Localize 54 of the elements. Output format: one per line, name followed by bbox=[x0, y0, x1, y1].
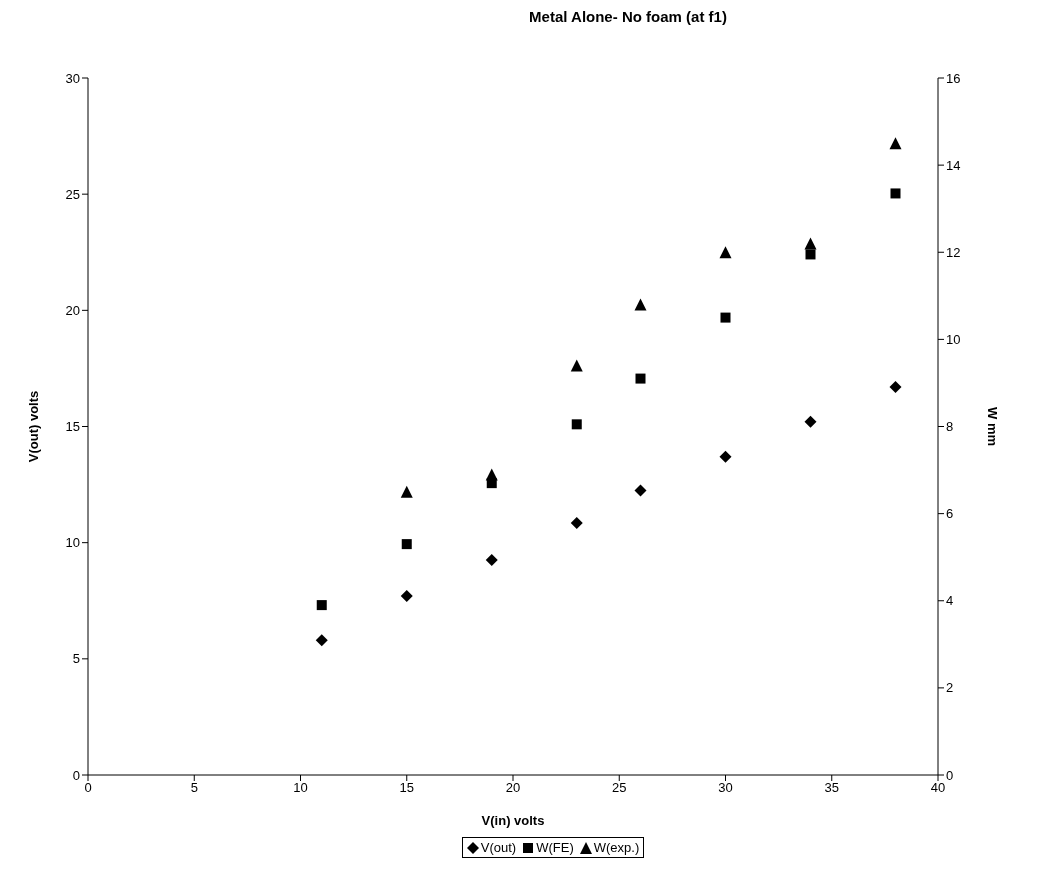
y-tick-label: 10 bbox=[65, 535, 80, 551]
point bbox=[890, 188, 901, 199]
y2-tick-label: 16 bbox=[946, 70, 961, 86]
point bbox=[889, 137, 902, 150]
point bbox=[485, 554, 498, 567]
x-tick-label: 40 bbox=[930, 780, 946, 796]
y2-tick-label: 4 bbox=[946, 593, 954, 609]
x-tick-label: 5 bbox=[190, 780, 198, 796]
x-tick-label: 35 bbox=[824, 780, 839, 796]
point bbox=[719, 450, 732, 463]
x-tick-label: 15 bbox=[399, 780, 414, 796]
y2-tick-label: 8 bbox=[946, 419, 954, 435]
y2-tick-label: 6 bbox=[946, 506, 954, 522]
point bbox=[889, 381, 902, 393]
legend-label: W(FE) bbox=[536, 840, 574, 855]
point bbox=[485, 468, 498, 481]
x-tick-label: 0 bbox=[84, 780, 92, 796]
point bbox=[401, 539, 412, 550]
chart-title: Metal Alone- No foam (at f1) bbox=[528, 8, 728, 27]
point bbox=[719, 246, 732, 259]
y2-axis-title: W mm bbox=[985, 407, 1001, 446]
legend-label: W(exp.) bbox=[593, 840, 640, 855]
x-tick-label: 30 bbox=[718, 780, 733, 796]
x-tick-label: 20 bbox=[505, 780, 521, 796]
y2-tick-label: 2 bbox=[946, 680, 954, 696]
y-axis-title: V(out) volts bbox=[25, 390, 41, 463]
y-tick-label: 0 bbox=[72, 767, 80, 783]
y-tick-label: 30 bbox=[65, 70, 80, 86]
point bbox=[400, 485, 413, 498]
point bbox=[804, 237, 817, 250]
point bbox=[805, 249, 816, 260]
y2-tick-label: 12 bbox=[946, 244, 961, 260]
point bbox=[634, 298, 647, 311]
y2-tick-label: 10 bbox=[946, 331, 961, 347]
x-tick-label: 10 bbox=[293, 780, 308, 796]
y-tick-label: 20 bbox=[65, 302, 80, 318]
y-tick-label: 5 bbox=[72, 651, 80, 667]
point bbox=[634, 484, 647, 497]
point bbox=[720, 312, 731, 323]
x-axis-title: V(in) volts bbox=[481, 813, 545, 828]
x-tick-label: 25 bbox=[612, 780, 627, 796]
point bbox=[570, 516, 583, 529]
y2-tick-label: 14 bbox=[946, 157, 961, 173]
legend-label: V(out) bbox=[480, 840, 517, 855]
point bbox=[804, 415, 817, 428]
y-tick-label: 25 bbox=[65, 186, 80, 202]
point bbox=[571, 419, 582, 430]
y2-tick-label: 0 bbox=[946, 767, 954, 783]
point bbox=[316, 600, 327, 611]
point bbox=[570, 359, 583, 372]
point bbox=[315, 634, 328, 647]
point bbox=[635, 373, 646, 384]
y-tick-label: 15 bbox=[65, 419, 80, 435]
point bbox=[400, 590, 413, 603]
